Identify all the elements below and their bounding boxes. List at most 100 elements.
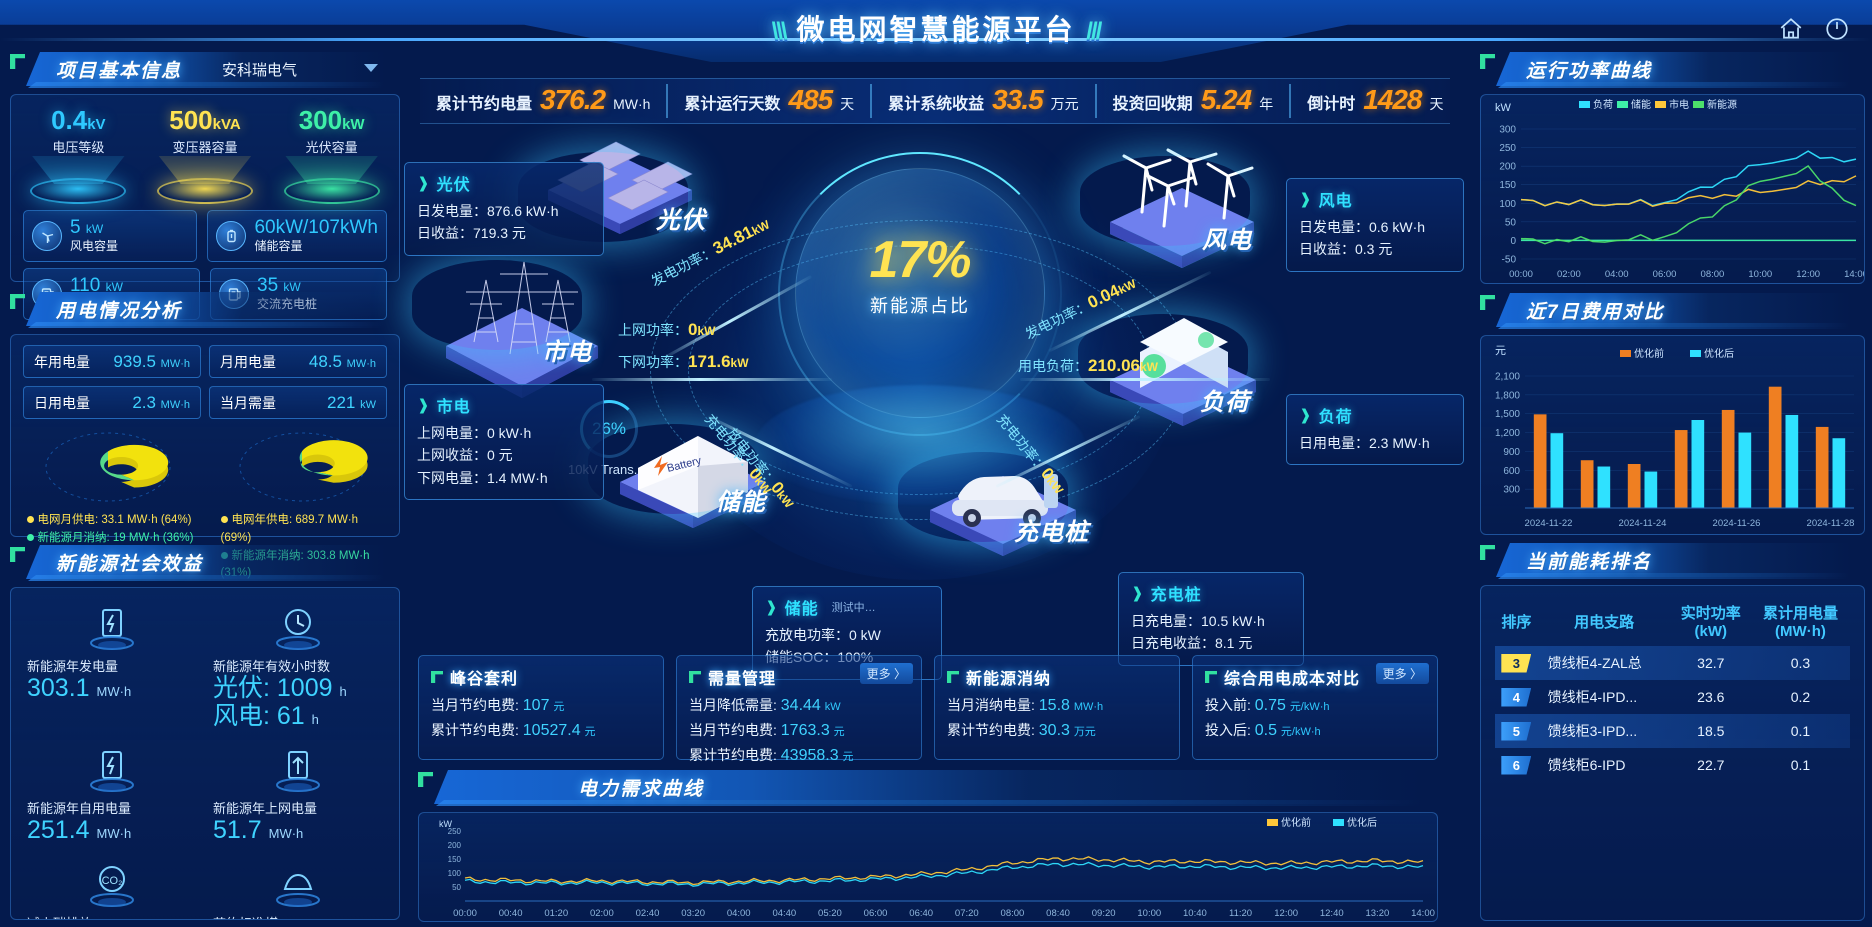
svg-text:04:00: 04:00 <box>1605 269 1629 280</box>
wind-turbine-icon <box>32 221 62 251</box>
capacity-label: 变压器容量 <box>172 140 238 155</box>
card-row-unit: 元/kW·h <box>1289 701 1330 713</box>
rank-cell-order: 4 <box>1495 680 1538 714</box>
usage-cell-value: 48.5 MW·h <box>308 351 376 371</box>
svg-text:2024-11-22: 2024-11-22 <box>1525 518 1573 529</box>
panel-project-header: 项目基本信息 安科瑞电气 <box>10 52 400 90</box>
card-row: 累计节约电费: 30.3 万元 <box>947 721 1096 739</box>
project-selector[interactable]: 安科瑞电气 <box>222 62 298 79</box>
home-icon[interactable] <box>1778 16 1804 47</box>
chevron-down-icon[interactable] <box>364 64 378 72</box>
panel-demand-title: 电力需求曲线 <box>578 779 705 800</box>
node-load[interactable]: 负荷 <box>1088 300 1278 445</box>
usage-donut-0: 电网月供电: 33.1 MW·h (64%) 新能源月消纳: 19 MW·h (3… <box>21 427 196 583</box>
arrow-icon: ❱ <box>417 175 430 192</box>
kpi-unit: 天 <box>1429 96 1444 112</box>
summary-card-2: 新能源消纳 当月消纳电量: 15.8 MW·h 累计节约电费: 30.3 万元 <box>934 655 1180 760</box>
svg-text:1,200: 1,200 <box>1495 428 1520 439</box>
svg-text:-50: -50 <box>1502 255 1517 266</box>
card-row-value: 107 <box>522 697 550 714</box>
benefit-item-0: 新能源年发电量 303.1 MW·h <box>19 598 205 740</box>
infobox-pv[interactable]: ❱ 光伏 日发电量：876.6 kW·h 日收益：719.3 元 <box>404 162 604 256</box>
benefit-label: 节约标准煤 <box>213 913 383 920</box>
kpi-unit: MW·h <box>613 96 651 112</box>
svg-text:05:20: 05:20 <box>818 908 842 919</box>
infobox-wind[interactable]: ❱ 风电 日发电量：0.6 kW·h 日收益：0.3 元 <box>1286 178 1464 272</box>
card-row-value: 0.5 <box>1254 721 1278 739</box>
infobox-grid[interactable]: ❱ 市电 上网电量：0 kW·h 上网收益：0 元 下网电量：1.4 MW·h <box>404 384 604 501</box>
rank-cell-order: 5 <box>1495 714 1538 748</box>
infobox-pv-title: 光伏 <box>436 177 471 194</box>
app-header: \\\ 微电网智慧能源平台 /// <box>0 0 1872 62</box>
battery-container-icon: Battery <box>620 436 766 528</box>
project-tile-0[interactable]: 5 kW 风电容量 <box>23 210 198 262</box>
table-row[interactable]: 4 馈线柜4-IPD... 23.6 0.2 <box>1495 680 1850 714</box>
summary-card-3: 综合用电成本对比 更多 〉投入前: 0.75 元/kW·h 投入后: 0.5 元/k… <box>1192 655 1438 760</box>
power-curve-chart: kW -50 0 50 100 150 200 250 300 负荷 储能 市电 新能源 00:00 02:… <box>1481 95 1868 283</box>
panel-power-title: 运行功率曲线 <box>1526 61 1653 82</box>
benefit-grid: 新能源年发电量 303.1 MW·h 新能源年有效小时数 光伏: 1009 h 风电: … <box>11 588 399 920</box>
card-title: 新能源消纳 <box>966 671 1052 688</box>
svg-text:储能: 储能 <box>1631 98 1651 111</box>
svg-text:2,100: 2,100 <box>1495 372 1520 383</box>
svg-text:2024-11-24: 2024-11-24 <box>1619 518 1667 529</box>
kpi-item-4: 倒计时 1428 天 <box>1291 84 1459 118</box>
infobox-charger[interactable]: ❱ 充电桩 日充电量：10.5 kW·h 日充电收益：8.1 元 <box>1118 572 1304 666</box>
capacity-label: 光伏容量 <box>305 140 358 155</box>
svg-text:00:00: 00:00 <box>1509 269 1533 280</box>
svg-text:0: 0 <box>1510 236 1516 247</box>
capacity-value: 0.4kV <box>51 105 106 135</box>
clock-icon <box>269 602 327 652</box>
card-row-value: 1763.3 <box>780 721 830 739</box>
panel-power-header: 运行功率曲线 <box>1480 52 1865 90</box>
card-title: 综合用电成本对比 <box>1224 671 1361 688</box>
node-grid-label: 市电 <box>542 339 592 366</box>
project-tile-1[interactable]: 60kW/107kWh 储能容量 <box>207 210 387 262</box>
usage-cell-value: 939.5 MW·h <box>113 351 190 371</box>
grid-feed-icon <box>269 744 327 794</box>
corner-icon <box>431 671 443 683</box>
table-row[interactable]: 6 馈线柜6-IPD 22.7 0.1 <box>1495 748 1850 782</box>
infobox-wind-title: 风电 <box>1318 193 1353 210</box>
svg-text:150: 150 <box>448 855 462 864</box>
rank-col-2: 实时功率 (kW) <box>1680 605 1741 640</box>
capacity-disc <box>283 178 380 204</box>
svg-text:优化前: 优化前 <box>1634 347 1664 360</box>
infobox-storage-sub: 测试中… <box>831 602 876 614</box>
svg-text:14:00: 14:00 <box>1844 269 1864 280</box>
infobox-load[interactable]: ❱ 负荷 日用电量：2.3 MW·h <box>1286 394 1464 466</box>
svg-text:12:00: 12:00 <box>1796 269 1820 280</box>
svg-text:04:40: 04:40 <box>772 908 796 919</box>
legend-entry: 电网月供电: 33.1 MW·h (64%) <box>26 512 196 530</box>
svg-text:14:00: 14:00 <box>1411 908 1435 919</box>
usage-cell-0: 年用电量 939.5 MW·h <box>23 345 201 378</box>
capacity-cone <box>285 156 378 184</box>
tile-value: 5 kW <box>70 216 104 238</box>
node-storage[interactable]: Battery 储能 <box>598 410 788 545</box>
page-title: \\\ 微电网智慧能源平台 /// <box>0 8 1872 48</box>
title-slash-left: \\\ <box>771 18 788 45</box>
title-text: 微电网智慧能源平台 <box>796 14 1076 45</box>
more-button[interactable]: 更多 〉 <box>859 663 913 684</box>
legend-entry: 新能源月消纳: 19 MW·h (36%) <box>26 530 196 548</box>
more-button[interactable]: 更多 〉 <box>1375 663 1429 684</box>
table-row[interactable]: 3 馈线柜4-ZAL总 32.7 0.3 <box>1495 646 1850 680</box>
panel-demand-header: 电力需求曲线 <box>418 770 1438 808</box>
svg-text:10:00: 10:00 <box>1748 269 1772 280</box>
node-wind[interactable]: 风电 <box>1090 142 1275 287</box>
capacity-row: 0.4kV 电压等级 500kVA 变压器容量 300kW 光伏容量 <box>11 95 399 204</box>
node-charger[interactable]: 充电桩 <box>908 438 1098 573</box>
self-use-icon <box>83 744 141 794</box>
kpi-label: 累计系统收益 <box>888 96 985 113</box>
panel-fee-header: 近7日费用对比 <box>1480 293 1865 331</box>
power-icon[interactable] <box>1824 16 1850 47</box>
usage-cell-value: 221 kW <box>327 392 376 412</box>
kpi-item-3: 投资回收期 5.24 年 <box>1097 84 1292 118</box>
card-row-unit: 元 <box>553 701 565 713</box>
card-row-unit: 元 <box>584 725 596 738</box>
svg-text:200: 200 <box>1499 162 1516 173</box>
svg-text:200: 200 <box>448 841 462 850</box>
table-row[interactable]: 5 馈线柜3-IPD... 18.5 0.1 <box>1495 714 1850 748</box>
svg-text:1,800: 1,800 <box>1495 390 1520 401</box>
card-row-value: 0.75 <box>1254 697 1286 714</box>
